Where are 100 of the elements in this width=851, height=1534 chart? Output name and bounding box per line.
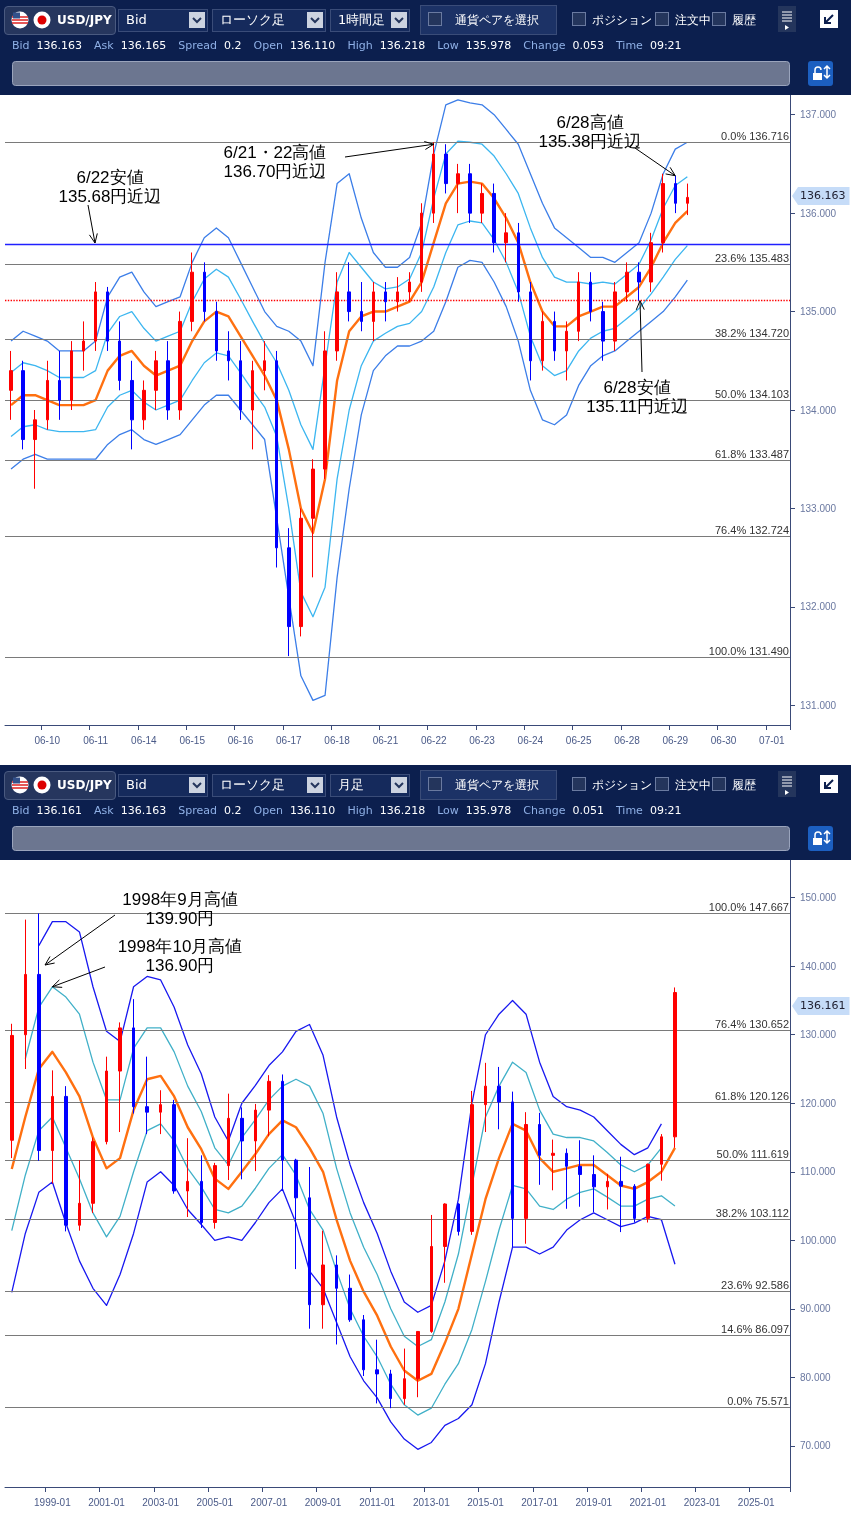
candlestick xyxy=(347,261,351,322)
y-tick-label: 135.000 xyxy=(800,306,837,318)
candlestick xyxy=(480,183,484,224)
candlestick xyxy=(10,1023,14,1159)
x-tick-label: 06-22 xyxy=(420,734,447,746)
text: Bid 136.161 Ask 136.163 Spread 0.2 Open 136.110 High 136.218 Low 135.978 Change 0.051 Time 09:21 xyxy=(12,804,682,817)
annotation: 6/28安値 135.11円近辺 xyxy=(586,378,688,416)
candlestick xyxy=(132,998,135,1115)
text: 注文中 xyxy=(675,777,711,794)
candlestick xyxy=(166,340,170,421)
annotation: 6/22安値 135.68円近辺 xyxy=(58,168,162,206)
candlestick xyxy=(565,320,568,381)
x-tick-label: 2021-01 xyxy=(629,1496,667,1508)
candlestick xyxy=(64,1085,68,1232)
annotation: 1998年10月高値 136.90円 xyxy=(117,937,243,975)
candlestick xyxy=(254,1103,257,1172)
candlestick xyxy=(263,340,266,391)
candlestick xyxy=(468,163,472,224)
candlestick xyxy=(294,1158,298,1270)
ref-line-label: 61.8% 120.126 xyxy=(714,1089,789,1102)
x-tick-label: 2017-01 xyxy=(521,1496,559,1508)
candlestick xyxy=(511,1091,514,1248)
text: 通貨ペアを選択 xyxy=(455,777,539,794)
x-tick-label: 06-23 xyxy=(469,734,496,746)
candlestick xyxy=(70,340,73,411)
candlestick xyxy=(240,1106,244,1180)
candlestick xyxy=(524,1111,528,1245)
candlestick xyxy=(606,1173,609,1210)
x-tick-label: 06-14 xyxy=(131,734,158,746)
x-tick-label: 2023-01 xyxy=(683,1496,721,1508)
candlestick xyxy=(323,330,327,480)
text: 136.161 xyxy=(792,997,850,1015)
ref-line-label: 61.8% 133.487 xyxy=(714,447,789,460)
candlestick xyxy=(145,1056,149,1135)
text: ポジション xyxy=(592,12,652,29)
candlestick xyxy=(416,1330,420,1398)
candlestick xyxy=(172,1099,176,1195)
text: 136.163 xyxy=(792,187,850,205)
text: Bid xyxy=(126,776,147,794)
x-tick-label: 2009-01 xyxy=(304,1496,342,1508)
annotation: 6/21・22高値 136.70円近辺 xyxy=(223,143,327,181)
line-series xyxy=(11,1171,676,1450)
candlestick xyxy=(118,320,121,391)
candlestick xyxy=(267,1074,271,1137)
candlestick xyxy=(541,311,544,372)
candlestick xyxy=(299,507,303,637)
x-tick-label: 07-01 xyxy=(759,734,786,746)
candlestick xyxy=(203,261,206,322)
candlestick xyxy=(619,1156,623,1233)
x-tick-label: 2001-01 xyxy=(88,1496,126,1508)
x-tick-label: 2019-01 xyxy=(575,1496,613,1508)
candlestick xyxy=(321,1230,325,1330)
candlestick xyxy=(311,458,315,578)
x-tick-label: 2025-01 xyxy=(737,1496,775,1508)
x-tick-label: 06-29 xyxy=(662,734,689,746)
candlestick xyxy=(589,271,592,322)
y-tick-label: 80.000 xyxy=(800,1371,832,1383)
x-tick-label: 06-24 xyxy=(517,734,544,746)
candlestick xyxy=(484,1062,487,1133)
ref-line-label: 14.6% 86.097 xyxy=(721,1323,789,1336)
candlestick xyxy=(281,1073,284,1192)
y-tick-label: 150.000 xyxy=(800,892,837,904)
x-tick-label: 2007-01 xyxy=(250,1496,288,1508)
ref-line-label: 50.0% 134.103 xyxy=(714,387,789,400)
annotation: 6/28高値 135.38円近辺 xyxy=(538,113,642,151)
x-tick-label: 06-11 xyxy=(83,734,109,746)
candlestick xyxy=(456,163,460,214)
ref-line-label: 23.6% 135.483 xyxy=(714,251,789,264)
candlestick xyxy=(275,350,278,568)
line-series xyxy=(10,220,688,618)
candlestick xyxy=(538,1112,541,1186)
candlestick xyxy=(443,1202,447,1284)
x-tick-label: 06-28 xyxy=(614,734,641,746)
candlestick xyxy=(9,350,13,421)
candlestick xyxy=(551,1139,555,1191)
candlestick xyxy=(106,286,109,352)
ref-line-label: 0.0% 75.571 xyxy=(727,1395,789,1408)
y-tick-label: 134.000 xyxy=(800,404,837,416)
candlestick xyxy=(529,281,532,381)
line-series xyxy=(11,1116,676,1416)
candlestick xyxy=(251,360,254,450)
ref-line-label: 23.6% 92.586 xyxy=(721,1278,789,1291)
text: 通貨ペアを選択 xyxy=(455,12,539,29)
annotation: 1998年9月高値 139.90円 xyxy=(122,890,238,928)
candlestick xyxy=(457,1202,460,1237)
candlestick xyxy=(362,1314,365,1377)
x-tick-label: 06-15 xyxy=(179,734,206,746)
candlestick xyxy=(646,1163,650,1223)
candlestick xyxy=(470,1090,474,1236)
y-tick-label: 136.000 xyxy=(800,207,837,219)
text: 1時間足 xyxy=(338,11,386,29)
y-tick-label: 133.000 xyxy=(800,502,837,514)
candlestick xyxy=(686,183,689,216)
text: ローソク足 xyxy=(220,11,285,29)
x-tick-label: 1999-01 xyxy=(34,1496,72,1508)
candlestick xyxy=(37,912,41,1162)
candlestick xyxy=(91,1137,95,1214)
text: 注文中 xyxy=(675,12,711,29)
candlestick xyxy=(673,986,677,1149)
x-tick-label: 06-10 xyxy=(34,734,61,746)
